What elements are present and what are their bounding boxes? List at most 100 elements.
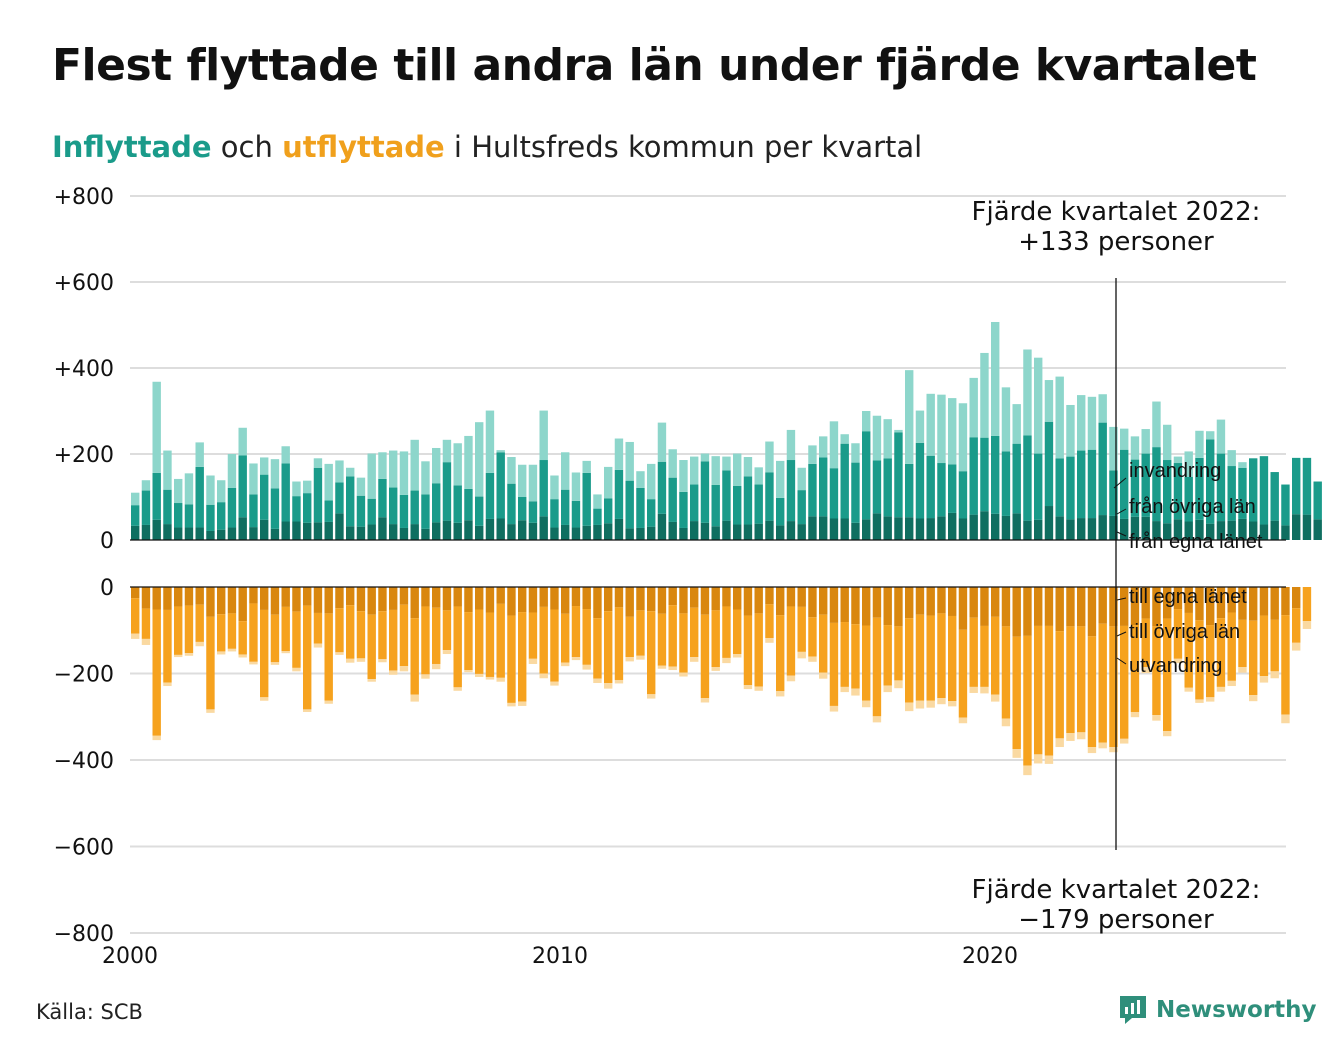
bar-in-egna-lanet	[260, 519, 269, 540]
bar-in-egna-lanet	[163, 524, 172, 540]
bar-in-invandring	[668, 449, 677, 478]
bar-out-egna-lanet	[410, 587, 419, 619]
bar-out-egna-lanet	[453, 587, 462, 607]
bar-in-egna-lanet	[421, 528, 430, 540]
bar-out-egna-lanet	[464, 587, 473, 613]
bar-out-utvandring	[1012, 749, 1021, 758]
bar-out-utvandring	[1098, 742, 1107, 749]
bar-in-ovriga-lan	[905, 463, 914, 518]
bar-out-utvandring	[184, 653, 194, 656]
bar-out-ovriga-lan	[1302, 587, 1312, 622]
bar-in-ovriga-lan	[313, 467, 323, 523]
bar-out-ovriga-lan	[346, 605, 355, 659]
bar-in-egna-lanet	[1055, 516, 1064, 540]
bar-out-egna-lanet	[507, 587, 516, 616]
bar-out-ovriga-lan	[582, 609, 591, 665]
bar-out-utvandring	[421, 674, 430, 679]
bar-out-egna-lanet	[1098, 587, 1107, 624]
bar-out-ovriga-lan	[1087, 636, 1097, 748]
bar-out-ovriga-lan	[819, 614, 828, 673]
bar-out-ovriga-lan	[1077, 626, 1086, 733]
bar-out-utvandring	[571, 657, 581, 661]
bar-in-ovriga-lan	[550, 499, 559, 528]
bar-in-invandring	[1216, 419, 1226, 454]
bar-in-egna-lanet	[937, 516, 946, 540]
bar-out-utvandring	[1281, 714, 1290, 724]
bar-in-invandring	[614, 438, 624, 470]
bar-out-egna-lanet	[1281, 587, 1290, 616]
bar-in-ovriga-lan	[292, 496, 301, 522]
bar-in-ovriga-lan	[528, 501, 538, 523]
bar-in-invandring	[1227, 450, 1236, 467]
bar-in-egna-lanet	[969, 514, 978, 540]
bar-out-egna-lanet	[1184, 587, 1193, 613]
bar-in-invandring	[1066, 404, 1075, 457]
bar-out-utvandring	[614, 679, 624, 684]
bar-in-invandring	[1173, 456, 1183, 464]
bar-out-utvandring	[1173, 658, 1183, 664]
bar-in-egna-lanet	[389, 524, 398, 540]
bar-in-egna-lanet	[1292, 514, 1301, 540]
bar-out-ovriga-lan	[1001, 626, 1011, 719]
bar-in-ovriga-lan	[883, 458, 892, 517]
bar-out-egna-lanet	[1195, 587, 1204, 621]
bar-out-ovriga-lan	[797, 606, 806, 652]
bar-out-egna-lanet	[1141, 587, 1150, 619]
bar-out-utvandring	[958, 717, 968, 724]
bar-in-invandring	[313, 458, 323, 468]
bar-in-ovriga-lan	[808, 463, 817, 517]
x-tick-label: 2010	[532, 944, 588, 969]
annotation-top-line2: +133 personer	[1018, 227, 1214, 257]
bar-in-egna-lanet	[442, 520, 452, 540]
bar-in-invandring	[174, 478, 183, 504]
bar-in-egna-lanet	[571, 527, 581, 540]
bar-in-egna-lanet	[528, 522, 538, 540]
bar-in-egna-lanet	[754, 523, 763, 540]
bar-out-utvandring	[303, 709, 312, 712]
bar-out-egna-lanet	[152, 587, 161, 610]
bar-out-utvandring	[690, 657, 699, 662]
bar-out-ovriga-lan	[260, 609, 269, 698]
bar-in-ovriga-lan	[1109, 470, 1118, 516]
bar-out-utvandring	[399, 666, 409, 672]
bar-out-egna-lanet	[442, 587, 452, 611]
bar-out-utvandring	[829, 705, 839, 712]
bar-in-invandring	[432, 447, 441, 484]
bar-in-ovriga-lan	[475, 496, 484, 526]
bar-in-egna-lanet	[281, 521, 290, 540]
bar-out-utvandring	[1087, 747, 1097, 754]
bar-in-ovriga-lan	[174, 503, 183, 528]
bar-in-invandring	[948, 398, 957, 465]
bar-out-egna-lanet	[518, 587, 527, 613]
bar-in-egna-lanet	[765, 520, 774, 540]
segment-pointers	[1113, 477, 1127, 665]
bar-in-invandring	[1023, 349, 1032, 436]
bar-in-invandring	[625, 441, 634, 481]
bar-out-utvandring	[227, 648, 237, 652]
bar-in-egna-lanet	[991, 513, 1000, 540]
bar-in-egna-lanet	[141, 524, 151, 540]
bar-in-ovriga-lan	[1012, 443, 1021, 514]
bar-out-egna-lanet	[722, 587, 731, 607]
bar-out-ovriga-lan	[625, 616, 634, 658]
bar-in-ovriga-lan	[1173, 463, 1183, 520]
bar-out-utvandring	[743, 685, 753, 690]
y-tick-label-bottom: −800	[54, 922, 114, 947]
bar-in-ovriga-lan	[131, 505, 140, 526]
bar-out-egna-lanet	[625, 587, 634, 617]
bar-in-egna-lanet	[1066, 519, 1075, 540]
bar-in-egna-lanet	[862, 519, 871, 540]
bar-in-invandring	[141, 480, 151, 491]
bar-out-utvandring	[765, 638, 774, 643]
bar-out-utvandring	[270, 662, 280, 665]
bar-out-utvandring	[969, 686, 978, 693]
bar-out-utvandring	[991, 694, 1000, 702]
bar-out-utvandring	[948, 701, 957, 707]
bar-in-ovriga-lan	[453, 485, 462, 523]
bar-out-egna-lanet	[1077, 587, 1086, 627]
source-note: Källa: SCB	[36, 1000, 143, 1024]
bar-in-ovriga-lan	[163, 489, 172, 525]
bar-out-egna-lanet	[1249, 587, 1258, 621]
bar-in-invandring	[453, 443, 462, 486]
bar-in-egna-lanet	[227, 527, 237, 540]
